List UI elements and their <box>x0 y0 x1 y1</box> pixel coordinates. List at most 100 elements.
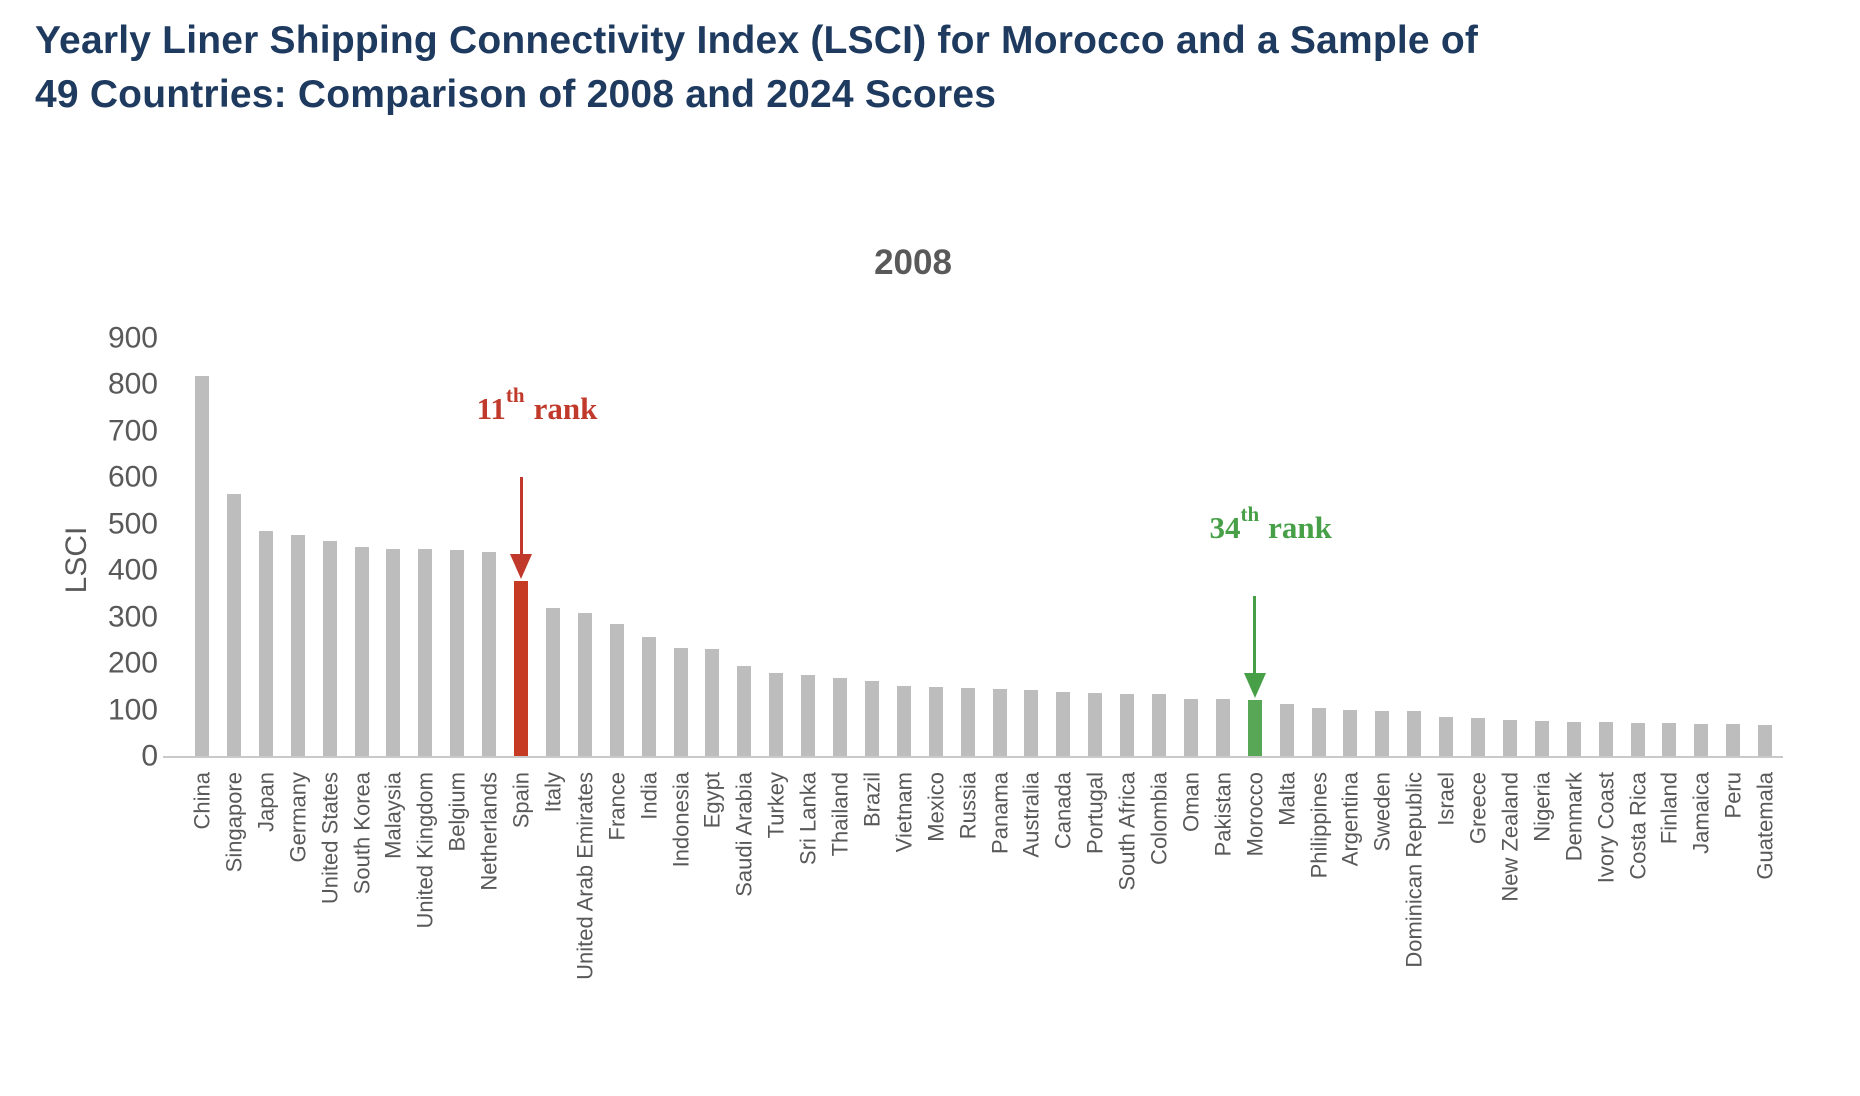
bar-nigeria <box>1534 720 1549 757</box>
x-tick-label-text: South Korea <box>348 772 374 895</box>
x-tick-label-argentina: Argentina <box>1337 772 1363 867</box>
bar-united-kingdom <box>418 549 433 757</box>
bar-jamaica <box>1694 723 1709 757</box>
x-tick-label-greece: Greece <box>1465 772 1490 844</box>
bar-egypt <box>705 649 720 757</box>
x-tick-label-text: New Zealand <box>1497 772 1523 902</box>
x-tick-label-guatemala: Guatemala <box>1753 772 1778 880</box>
y-tick-label: 700 <box>107 413 158 447</box>
x-tick-label-text: Jamaica <box>1688 772 1714 854</box>
x-tick-label-text: Australia <box>1018 772 1044 858</box>
x-tick-label-text: Canada <box>1050 772 1076 850</box>
x-tick-label-text: Malaysia <box>380 772 406 859</box>
bar-united-arab-emirates <box>577 612 592 757</box>
rank-suffix: th <box>1240 502 1260 527</box>
bar-china <box>195 375 209 757</box>
x-tick-label-russia: Russia <box>955 772 981 840</box>
page-title-line1: Yearly Liner Shipping Connectivity Index… <box>35 19 1479 62</box>
x-tick-label-united-arab-emirates: United Arab Emirates <box>572 772 598 980</box>
bar-sri-lanka <box>801 675 816 757</box>
x-tick-label-text: Malta <box>1274 772 1300 826</box>
x-tick-label-text: Finland <box>1656 772 1682 845</box>
x-tick-label-finland: Finland <box>1656 772 1682 845</box>
bar-new-zealand <box>1502 719 1517 757</box>
x-tick-label-india: India <box>636 772 662 820</box>
bar-italy <box>545 608 560 757</box>
bar-india <box>641 637 656 757</box>
bar-ivory-coast <box>1598 721 1613 757</box>
x-tick-label-turkey: Turkey <box>763 772 789 839</box>
rank-annotation-spain: 11th rank <box>477 383 598 427</box>
bar-sweden <box>1375 710 1390 757</box>
x-tick-label-south-korea: South Korea <box>348 772 374 895</box>
bar-colombia <box>1152 694 1166 757</box>
bar-turkey <box>769 673 784 757</box>
bar-vietnam <box>896 686 911 757</box>
x-tick-label-jamaica: Jamaica <box>1688 772 1714 854</box>
x-tick-label-text: Sweden <box>1369 772 1395 852</box>
x-tick-label-morocco: Morocco <box>1242 772 1267 856</box>
bar-malta <box>1279 704 1294 757</box>
chart-title: 2008 <box>874 243 952 282</box>
x-tick-label-text: Singapore <box>221 772 247 873</box>
x-tick-label-text: Mexico <box>923 772 949 842</box>
x-tick-label-colombia: Colombia <box>1146 772 1171 865</box>
x-tick-label-netherlands: Netherlands <box>476 772 502 891</box>
bar-oman <box>1183 698 1198 757</box>
bar-guatemala <box>1758 725 1773 757</box>
bar-saudi-arabia <box>737 665 752 757</box>
x-tick-label-text: Turkey <box>763 772 789 839</box>
x-tick-label-saudi-arabia: Saudi Arabia <box>732 772 757 897</box>
x-tick-label-text: Costa Rica <box>1624 772 1650 880</box>
bar-thailand <box>833 677 847 757</box>
x-tick-label-text: United Kingdom <box>412 772 438 929</box>
y-tick-label: 200 <box>107 646 158 680</box>
rank-word: rank <box>533 391 598 427</box>
rank-number: 11 <box>476 391 506 427</box>
x-tick-label-text: Brazil <box>859 772 885 828</box>
annotation-arrow-head <box>1243 673 1266 699</box>
x-tick-label-china: China <box>189 772 214 829</box>
x-tick-label-israel: Israel <box>1433 772 1459 826</box>
x-tick-label-text: Russia <box>955 772 981 840</box>
bar-pakistan <box>1215 699 1230 757</box>
x-tick-label-nigeria: Nigeria <box>1529 772 1554 842</box>
x-tick-label-germany: Germany <box>285 772 311 863</box>
x-tick-label-text: Germany <box>285 772 311 863</box>
x-tick-label-france: France <box>604 772 629 840</box>
x-tick-label-dominican-republic: Dominican Republic <box>1401 772 1427 968</box>
x-tick-label-oman: Oman <box>1178 772 1203 832</box>
x-tick-label-sri-lanka: Sri Lanka <box>796 772 821 865</box>
x-tick-label-italy: Italy <box>540 772 566 813</box>
x-tick-label-text: Japan <box>253 772 279 832</box>
x-tick-label-egypt: Egypt <box>700 772 725 828</box>
x-tick-label-vietnam: Vietnam <box>891 772 916 852</box>
x-tick-label-text: United Arab Emirates <box>572 772 598 980</box>
bar-australia <box>1024 689 1039 757</box>
x-tick-label-text: Ivory Coast <box>1593 772 1619 884</box>
x-tick-label-text: Argentina <box>1337 772 1363 867</box>
bar-finland <box>1662 722 1677 757</box>
bar-dominican-republic <box>1407 711 1422 757</box>
x-tick-label-text: Israel <box>1433 772 1459 826</box>
x-tick-label-text: Philippines <box>1305 772 1331 879</box>
bar-france <box>609 624 624 757</box>
x-tick-label-text: Netherlands <box>476 772 502 891</box>
rank-word: rank <box>1268 510 1332 546</box>
annotation-arrow-line <box>519 477 523 556</box>
x-tick-label-text: Pakistan <box>1210 772 1236 857</box>
x-tick-label-indonesia: Indonesia <box>668 772 693 867</box>
x-tick-label-text: India <box>636 772 662 820</box>
bar-japan <box>258 530 273 757</box>
y-tick-label: 800 <box>107 367 158 401</box>
bar-germany <box>290 535 305 757</box>
bar-canada <box>1056 691 1071 757</box>
x-tick-label-text: Italy <box>540 772 566 813</box>
x-tick-label-text: Peru <box>1720 772 1746 819</box>
y-tick-label: 300 <box>107 599 158 633</box>
x-tick-label-text: Dominican Republic <box>1401 772 1427 968</box>
x-tick-label-australia: Australia <box>1018 772 1044 858</box>
bar-argentina <box>1343 709 1358 757</box>
x-tick-label-united-kingdom: United Kingdom <box>412 772 438 929</box>
x-tick-label-thailand: Thailand <box>827 772 852 856</box>
